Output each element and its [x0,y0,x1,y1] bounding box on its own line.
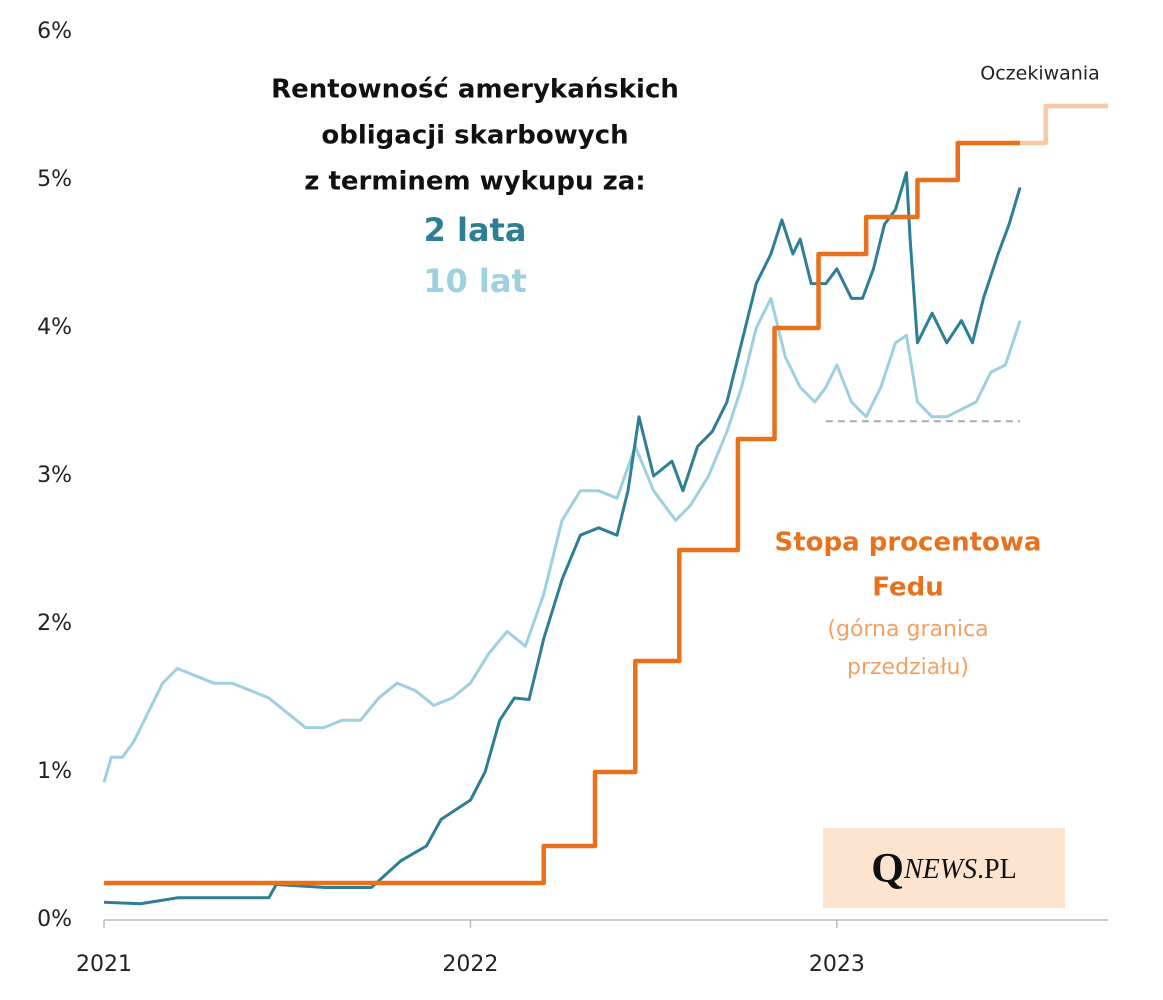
series-line [102,296,1022,783]
x-tick-label: 2022 [442,952,498,977]
series-line [104,140,1021,886]
annotation: przedziału) [847,655,969,680]
annotation: Stopa procentowa [775,528,1042,558]
logo-q: Q [871,846,904,892]
y-tick-label: 6% [37,19,72,44]
legend-label: 2 lata [424,211,527,249]
legend-label: 10 lat [423,262,527,300]
annotation: (górna granica [827,617,988,642]
logo-box [823,828,1065,908]
logo-pl: .PL [977,854,1017,885]
series-line [103,171,1022,906]
y-tick-label: 0% [37,907,72,932]
title-line: z terminem wykupu za: [304,167,645,197]
x-tick-label: 2023 [809,952,865,977]
y-tick-label: 5% [37,167,72,192]
y-tick-label: 1% [37,759,72,784]
title-line: Rentowność amerykańskich [271,75,679,105]
series-line [1020,103,1108,146]
series-label: Oczekiwania [980,63,1100,85]
y-tick-label: 3% [37,463,72,488]
logo-news: NEWS [903,854,977,885]
logo: QNEWS.PL [871,846,1016,892]
y-tick-label: 2% [37,611,72,636]
title-line: obligacji skarbowych [321,121,628,151]
annotation: Fedu [872,573,943,603]
y-tick-label: 4% [37,315,72,340]
x-tick-label: 2021 [76,952,132,977]
